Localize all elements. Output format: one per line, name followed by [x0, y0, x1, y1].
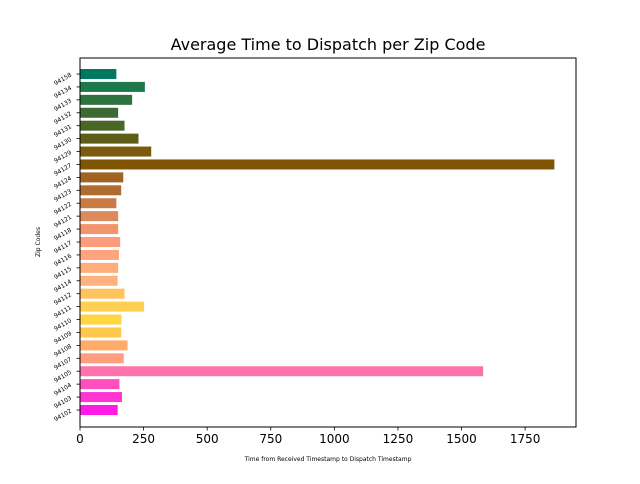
bar-94133 — [80, 94, 133, 105]
bar-94115 — [80, 262, 119, 273]
bar-94114 — [80, 275, 118, 286]
bar-94103 — [80, 392, 122, 403]
x-tick-label: 1500 — [446, 432, 477, 446]
bar-94105 — [80, 366, 484, 377]
bar-94117 — [80, 237, 121, 247]
x-tick-label: 250 — [132, 432, 155, 446]
x-tick-label: 750 — [259, 432, 282, 446]
bar-94127 — [80, 159, 555, 170]
bar-94123 — [80, 185, 122, 196]
bar-94104 — [80, 379, 120, 390]
y-axis-label: Zip Codes — [35, 227, 42, 257]
bar-94130 — [80, 133, 139, 144]
bar-94109 — [80, 327, 122, 338]
bar-94134 — [80, 81, 145, 92]
bar-94111 — [80, 301, 145, 312]
bar-94158 — [80, 69, 117, 79]
bar-94122 — [80, 198, 117, 209]
x-tick-label: 1250 — [383, 432, 414, 446]
x-axis-label: Time from Received Timestamp to Dispatch… — [244, 456, 412, 463]
y-tick-label: 94158 — [53, 72, 73, 88]
plot-area-frame — [79, 57, 577, 428]
chart-title: Average Time to Dispatch per Zip Code — [171, 35, 486, 54]
y-axis: 9410294103941049410594107941089410994110… — [53, 72, 80, 423]
bar-94108 — [80, 340, 128, 351]
bar-94129 — [80, 146, 152, 157]
bar-94124 — [80, 172, 124, 183]
bar-94107 — [80, 353, 124, 364]
x-tick-label: 1000 — [319, 432, 350, 446]
bar-94112 — [80, 288, 125, 299]
bar-94116 — [80, 249, 119, 260]
bar-94110 — [80, 314, 122, 325]
x-tick-label: 1750 — [510, 432, 541, 446]
bars-group — [80, 69, 555, 415]
bar-94131 — [80, 120, 125, 131]
bar-94121 — [80, 211, 119, 222]
bar-94102 — [80, 405, 118, 415]
x-axis: 0 250 500 750 1000 1250 1500 1750 — [76, 427, 540, 446]
x-tick-label: 500 — [196, 432, 219, 446]
bar-94118 — [80, 224, 119, 235]
x-tick-label: 0 — [76, 432, 84, 446]
bar-94132 — [80, 107, 119, 118]
